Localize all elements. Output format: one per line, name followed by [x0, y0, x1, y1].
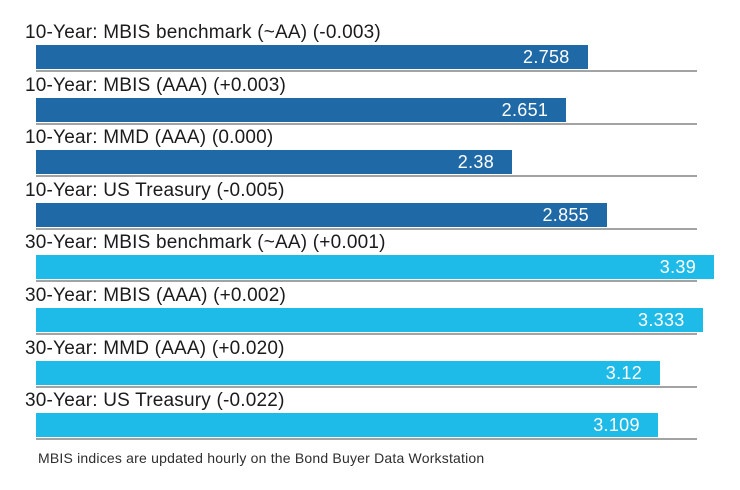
row-separator-line — [36, 227, 697, 230]
chart-footnote: MBIS indices are updated hourly on the B… — [38, 449, 485, 466]
bar-value-label: 3.333 — [638, 309, 685, 330]
bar-label-30yr-mbis-aaa: 30-Year: MBIS (AAA) (+0.002) — [25, 284, 286, 306]
row-separator-line — [36, 332, 697, 335]
bar-value-label: 2.758 — [523, 47, 570, 67]
bar-value-label: 2.38 — [457, 152, 494, 173]
chart-row: 30-Year: MBIS benchmark (~AA) (+0.001) 3… — [0, 233, 740, 286]
row-separator-line — [36, 385, 697, 388]
chart-row: 30-Year: MMD (AAA) (+0.020) 3.12 — [0, 337, 740, 392]
bar-label-10yr-mbis-aaa: 10-Year: MBIS (AAA) (+0.003) — [25, 74, 286, 96]
bar-30yr-mbis-aaa: 3.333 — [36, 307, 703, 332]
chart-row: 30-Year: US Treasury (-0.022) 3.109 — [0, 391, 740, 444]
bar-10yr-mmd-aaa: 2.38 — [36, 150, 512, 175]
chart-row: 30-Year: MBIS (AAA) (+0.002) 3.333 — [0, 284, 740, 339]
bar-30yr-us-treasury: 3.109 — [36, 413, 658, 438]
bar-value-label: 2.651 — [501, 99, 549, 120]
chart-row: 10-Year: MMD (AAA) (0.000) 2.38 — [0, 128, 740, 181]
bar-value-label: 3.12 — [605, 362, 642, 383]
bar-value-label: 3.39 — [659, 257, 696, 278]
row-separator-line — [36, 70, 697, 72]
chart-row: 10-Year: US Treasury (-0.005) 2.855 — [0, 179, 740, 234]
bar-label-30yr-us-treasury: 30-Year: US Treasury (-0.022) — [25, 390, 285, 412]
row-separator-line — [36, 122, 697, 125]
row-separator-line — [36, 280, 697, 283]
bar-label-30yr-mmd-aaa: 30-Year: MMD (AAA) (+0.020) — [25, 337, 285, 359]
bar-label-10yr-mmd-aaa: 10-Year: MMD (AAA) (0.000) — [25, 127, 274, 149]
bar-10yr-us-treasury: 2.855 — [36, 202, 607, 227]
bar-chart-area: 10-Year: MBIS benchmark (~AA) (-0.003) 2… — [0, 23, 740, 444]
bar-value-label: 2.855 — [542, 204, 589, 225]
bar-label-10yr-mbis-benchmark: 10-Year: MBIS benchmark (~AA) (-0.003) — [25, 22, 381, 43]
bar-label-10yr-us-treasury: 10-Year: US Treasury (-0.005) — [25, 179, 285, 201]
chart-row: 10-Year: MBIS benchmark (~AA) (-0.003) 2… — [0, 23, 740, 76]
bar-30yr-mmd-aaa: 3.12 — [36, 360, 660, 385]
bar-value-label: 3.109 — [593, 415, 640, 436]
bar-10yr-mbis-benchmark: 2.758 — [36, 45, 588, 69]
row-separator-line — [36, 175, 697, 178]
row-separator-line — [36, 438, 697, 441]
bar-10yr-mbis-aaa: 2.651 — [36, 97, 567, 122]
bar-label-30yr-mbis-benchmark: 30-Year: MBIS benchmark (~AA) (+0.001) — [25, 232, 386, 254]
chart-row: 10-Year: MBIS (AAA) (+0.003) 2.651 — [0, 74, 740, 129]
bar-30yr-mbis-benchmark: 3.39 — [36, 255, 714, 280]
